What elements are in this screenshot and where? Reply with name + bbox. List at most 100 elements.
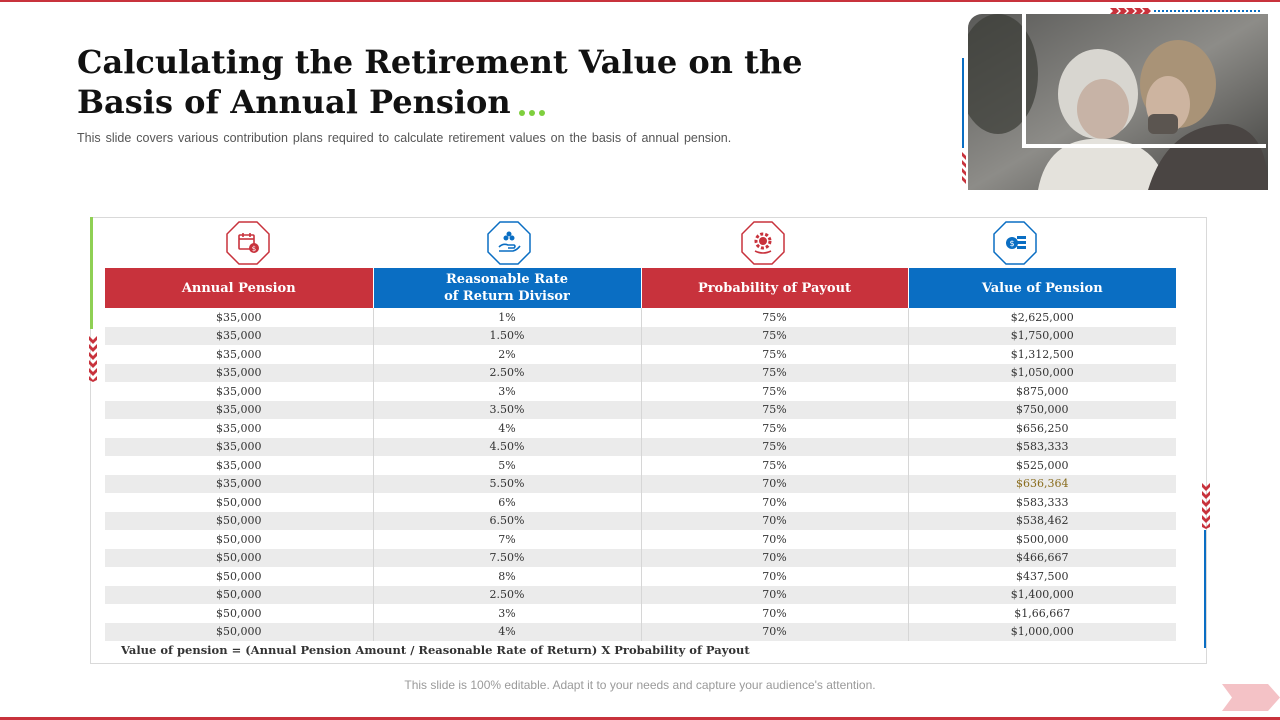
cell-value-of-pension: $466,667: [908, 548, 1176, 567]
cell-probability: 75%: [641, 400, 909, 419]
table-row: $50,000 6% 70% $583,333: [105, 493, 1176, 512]
cell-rate-of-return: 3.50%: [373, 400, 642, 419]
cell-rate-of-return: 4.50%: [373, 437, 642, 456]
col-header-rate-text: Reasonable Rate of Return Divisor: [444, 272, 570, 304]
page-title-text: Calculating the Retirement Value on the …: [77, 43, 803, 121]
panel-accent-right: [1204, 530, 1206, 648]
table-row: $50,000 2.50% 70% $1,400,000: [105, 585, 1176, 604]
svg-text:$: $: [252, 245, 256, 253]
table-header-row: Annual Pension Reasonable Rate of Return…: [105, 268, 1176, 308]
cell-rate-of-return: 4%: [373, 622, 642, 641]
cell-rate-of-return: 4%: [373, 419, 642, 438]
cell-value-of-pension: $500,000: [908, 530, 1176, 549]
table-row: $35,000 2.50% 75% $1,050,000: [105, 363, 1176, 382]
cell-annual-pension: $35,000: [105, 308, 374, 327]
cell-value-of-pension: $525,000: [908, 456, 1176, 475]
cell-rate-of-return: 3%: [373, 604, 642, 623]
table-row: $50,000 8% 70% $437,500: [105, 567, 1176, 586]
cell-annual-pension: $35,000: [105, 419, 374, 438]
footer-note: This slide is 100% editable. Adapt it to…: [404, 678, 876, 692]
cell-value-of-pension: $583,333: [908, 493, 1176, 512]
table-row: $35,000 4.50% 75% $583,333: [105, 437, 1176, 456]
formula-note: Value of pension = (Annual Pension Amoun…: [121, 643, 750, 657]
top-dash-decoration: [1110, 8, 1260, 14]
cell-value-of-pension: $1,750,000: [908, 326, 1176, 345]
table-body: $35,000 1% 75% $2,625,000 $35,000 1.50% 75% $1,…: [105, 308, 1176, 641]
page-title: Calculating the Retirement Value on the …: [77, 42, 837, 125]
table-panel: [90, 217, 1207, 664]
cell-value-of-pension: $538,462: [908, 511, 1176, 530]
cell-rate-of-return: 6.50%: [373, 511, 642, 530]
cell-rate-of-return: 7.50%: [373, 548, 642, 567]
cell-probability: 70%: [641, 474, 909, 493]
cell-rate-of-return: 7%: [373, 530, 642, 549]
table-row: $35,000 1.50% 75% $1,750,000: [105, 326, 1176, 345]
col-header-value-of-pension: Value of Pension: [908, 268, 1176, 308]
cell-probability: 70%: [641, 493, 909, 512]
cell-rate-of-return: 6%: [373, 493, 642, 512]
cell-probability: 70%: [641, 530, 909, 549]
cell-value-of-pension: $656,250: [908, 419, 1176, 438]
cell-probability: 75%: [641, 419, 909, 438]
table-row: $35,000 4% 75% $656,250: [105, 419, 1176, 438]
cell-probability: 70%: [641, 511, 909, 530]
cell-rate-of-return: 2.50%: [373, 363, 642, 382]
table-row: $50,000 4% 70% $1,000,000: [105, 622, 1176, 641]
cell-probability: 75%: [641, 363, 909, 382]
cell-annual-pension: $50,000: [105, 604, 374, 623]
cell-annual-pension: $50,000: [105, 585, 374, 604]
cell-rate-of-return: 8%: [373, 567, 642, 586]
cell-annual-pension: $35,000: [105, 474, 374, 493]
cell-value-of-pension: $1,000,000: [908, 622, 1176, 641]
cell-annual-pension: $35,000: [105, 363, 374, 382]
cell-probability: 70%: [641, 585, 909, 604]
left-photo-decoration: [962, 58, 966, 184]
cell-value-of-pension: $437,500: [908, 567, 1176, 586]
cell-annual-pension: $50,000: [105, 548, 374, 567]
cell-annual-pension: $35,000: [105, 400, 374, 419]
cell-annual-pension: $35,000: [105, 345, 374, 364]
table-row: $50,000 7.50% 70% $466,667: [105, 548, 1176, 567]
table-row: $50,000 6.50% 70% $538,462: [105, 511, 1176, 530]
cell-value-of-pension: $583,333: [908, 437, 1176, 456]
cell-value-of-pension: $636,364: [908, 474, 1176, 493]
calendar-dollar-icon: $: [226, 221, 270, 265]
panel-accent-left: [90, 217, 93, 329]
table-row: $35,000 1% 75% $2,625,000: [105, 308, 1176, 327]
table-row: $35,000 5% 75% $525,000: [105, 456, 1176, 475]
cell-probability: 75%: [641, 308, 909, 327]
col-header-rate-of-return: Reasonable Rate of Return Divisor: [373, 268, 642, 308]
hand-coins-icon: [487, 221, 531, 265]
cell-annual-pension: $50,000: [105, 567, 374, 586]
cell-value-of-pension: $750,000: [908, 400, 1176, 419]
cell-probability: 75%: [641, 382, 909, 401]
cell-rate-of-return: 5.50%: [373, 474, 642, 493]
cell-annual-pension: $35,000: [105, 382, 374, 401]
cell-value-of-pension: $1,312,500: [908, 345, 1176, 364]
cell-value-of-pension: $2,625,000: [908, 308, 1176, 327]
title-dots-decoration: [518, 85, 549, 125]
cell-annual-pension: $35,000: [105, 326, 374, 345]
col-header-annual-pension: Annual Pension: [105, 268, 374, 308]
cell-probability: 75%: [641, 326, 909, 345]
cell-rate-of-return: 1.50%: [373, 326, 642, 345]
gear-dollar-icon: [741, 221, 785, 265]
table-row: $35,000 3% 75% $875,000: [105, 382, 1176, 401]
next-slide-arrow-icon[interactable]: [1222, 684, 1280, 711]
cell-value-of-pension: $1,66,667: [908, 604, 1176, 623]
money-stack-icon: $: [993, 221, 1037, 265]
top-rule: [0, 0, 1280, 2]
photo-frame: [1022, 14, 1266, 148]
cell-probability: 70%: [641, 622, 909, 641]
cell-probability: 75%: [641, 437, 909, 456]
cell-probability: 70%: [641, 567, 909, 586]
cell-annual-pension: $35,000: [105, 456, 374, 475]
cell-probability: 75%: [641, 456, 909, 475]
table-row: $50,000 3% 70% $1,66,667: [105, 604, 1176, 623]
cell-value-of-pension: $1,050,000: [908, 363, 1176, 382]
page-subtitle: This slide covers various contribution p…: [77, 131, 732, 145]
cell-rate-of-return: 5%: [373, 456, 642, 475]
table-row: $50,000 7% 70% $500,000: [105, 530, 1176, 549]
cell-rate-of-return: 1%: [373, 308, 642, 327]
cell-probability: 70%: [641, 604, 909, 623]
